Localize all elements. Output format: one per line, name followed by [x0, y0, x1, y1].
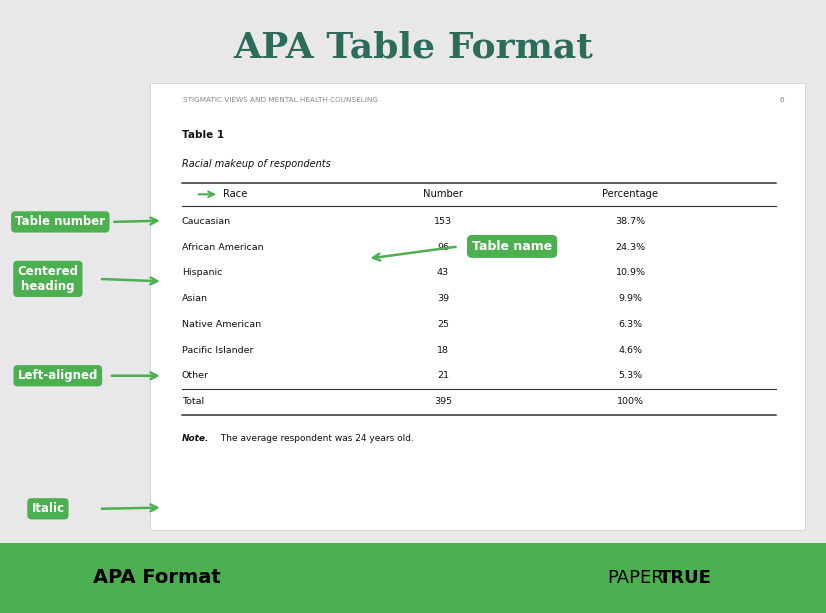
Text: 395: 395: [434, 397, 452, 406]
Text: 39: 39: [437, 294, 449, 303]
Text: Asian: Asian: [182, 294, 207, 303]
Text: 6: 6: [779, 97, 784, 103]
Text: Race: Race: [223, 189, 248, 199]
Text: Pacific Islander: Pacific Islander: [182, 346, 254, 355]
Text: 100%: 100%: [617, 397, 644, 406]
Text: 9.9%: 9.9%: [619, 294, 643, 303]
Text: 5.3%: 5.3%: [619, 371, 643, 381]
Text: STIGMATIC VIEWS AND MENTAL HEALTH COUNSELING: STIGMATIC VIEWS AND MENTAL HEALTH COUNSE…: [183, 97, 378, 103]
Text: Italic: Italic: [31, 502, 64, 516]
Text: Note.: Note.: [182, 434, 209, 443]
Text: 25: 25: [437, 320, 449, 329]
Text: 43: 43: [437, 268, 449, 278]
Text: 96: 96: [437, 243, 449, 252]
Text: Native American: Native American: [182, 320, 261, 329]
Text: African American: African American: [182, 243, 263, 252]
Text: Total: Total: [182, 397, 204, 406]
Text: Number: Number: [423, 189, 463, 199]
Text: 38.7%: 38.7%: [615, 217, 646, 226]
Text: 24.3%: 24.3%: [615, 243, 646, 252]
Text: 21: 21: [437, 371, 449, 381]
Text: 6.3%: 6.3%: [619, 320, 643, 329]
Text: Table number: Table number: [15, 215, 106, 229]
Text: Table 1: Table 1: [182, 130, 224, 140]
Text: Caucasian: Caucasian: [182, 217, 230, 226]
Text: Left-aligned: Left-aligned: [17, 369, 98, 383]
Text: 10.9%: 10.9%: [615, 268, 645, 278]
Text: Percentage: Percentage: [602, 189, 658, 199]
Text: Other: Other: [182, 371, 209, 381]
Text: TRUE: TRUE: [659, 569, 712, 587]
Text: The average respondent was 24 years old.: The average respondent was 24 years old.: [218, 434, 414, 443]
Text: Hispanic: Hispanic: [182, 268, 222, 278]
Text: Table name: Table name: [472, 240, 553, 253]
Text: 153: 153: [434, 217, 452, 226]
FancyBboxPatch shape: [150, 83, 805, 530]
Text: APA Table Format: APA Table Format: [233, 30, 593, 64]
Text: Racial makeup of respondents: Racial makeup of respondents: [182, 159, 330, 169]
Text: 4.6%: 4.6%: [619, 346, 643, 355]
Text: PAPER: PAPER: [607, 569, 664, 587]
Text: Centered
heading: Centered heading: [17, 265, 78, 293]
Text: APA Format: APA Format: [93, 568, 221, 587]
Text: 18: 18: [437, 346, 449, 355]
FancyBboxPatch shape: [0, 543, 826, 613]
